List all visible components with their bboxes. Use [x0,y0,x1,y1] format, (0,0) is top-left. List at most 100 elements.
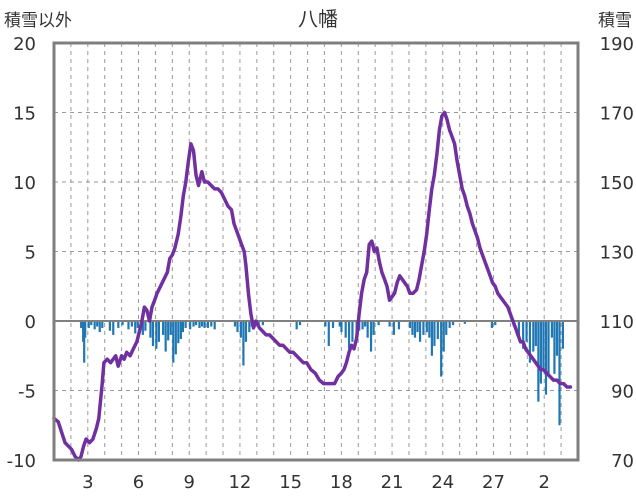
precip-bar [136,321,139,328]
precip-bar [547,321,550,377]
precip-bar [233,321,237,327]
y-tick-label-right: 170 [600,104,634,125]
precip-bar [537,321,540,402]
precip-bar [361,321,364,330]
precip-bar [369,321,373,352]
y-tick-label-left: 0 [25,312,36,333]
precip-bar [83,321,86,363]
precip-bar [364,321,367,327]
x-tick-label: 15 [279,472,302,493]
precip-bar [96,321,99,327]
precip-bar [157,321,160,342]
precip-bar [433,321,436,347]
y-axis-label-right: 積雪 [598,11,632,31]
bar-series [80,321,564,426]
precip-bar [428,321,431,338]
precip-bar [422,321,425,335]
precip-bar [528,321,532,363]
precip-bar [331,321,335,328]
precip-bar [558,321,561,426]
precip-bar [413,321,417,338]
precip-bar [340,321,343,333]
plot-frame [52,41,580,462]
x-tick-label: 2 [538,472,549,493]
precip-bar [151,321,155,347]
precip-bar [127,321,130,330]
snow-depth-line [52,110,573,462]
x-tick-label: 24 [431,472,454,493]
precip-bar [534,321,537,347]
precip-bar [121,321,124,326]
precip-bar [372,321,375,335]
precip-bar [542,321,545,370]
precip-bar [539,321,543,384]
precip-bar [239,321,242,338]
precip-bar [200,321,204,327]
x-tick-label: 12 [228,472,251,493]
precip-bar [206,321,210,328]
precip-bar [98,321,101,333]
x-tick-label: 21 [381,472,404,493]
precip-bar [84,321,87,338]
precip-bar [344,321,347,338]
chart-title: 八幡 [298,7,338,31]
precip-bar [261,321,264,326]
precip-bar [517,321,521,338]
precip-bar [130,321,133,327]
precip-bar [544,321,548,395]
precip-bar [347,321,351,349]
precip-bar [555,321,559,356]
precip-bar [108,321,111,331]
precip-bar [392,321,395,335]
precip-bar [295,321,298,330]
precip-bar [532,321,535,352]
precip-bar [141,321,144,335]
precip-bar [561,321,564,349]
precip-bar [324,321,327,327]
y-tick-label-left: -5 [18,382,36,403]
x-tick-label: 9 [183,472,194,493]
precip-bar [430,321,433,356]
precip-bar [149,321,152,338]
precip-bar [169,321,172,335]
precip-bar [351,321,354,342]
precip-bar [553,321,556,374]
snow-depth-series [52,110,573,462]
y-tick-label-left: 10 [13,173,36,194]
precip-bar [327,321,330,347]
precip-bar [117,321,120,328]
y-tick-label-right: 90 [611,382,634,403]
x-tick-label: 27 [482,472,505,493]
precip-bar [416,321,419,333]
precip-bar [101,321,104,328]
precip-bar [162,321,165,335]
precip-bar [134,321,137,334]
precip-bar [189,321,192,330]
precip-bar [87,321,90,328]
precip-bar [522,321,525,349]
precip-bar [177,321,180,344]
y-tick-label-right: 150 [600,173,634,194]
precip-bar [490,321,493,328]
precip-bar [179,321,182,340]
precip-bar [338,321,341,327]
precip-bar [236,321,239,333]
y-tick-label-left: 20 [13,34,36,55]
precip-bar [181,321,185,333]
precip-bar [440,321,443,377]
precip-bar [144,321,147,331]
y-axis-label-left: 積雪以外 [4,11,72,31]
precip-bar [213,321,216,330]
precip-bar [525,321,528,342]
y-tick-label-right: 130 [600,243,634,264]
y-tick-label-right: 110 [600,312,634,333]
precip-bar [80,321,83,328]
precip-bar [388,321,391,327]
y-tick-label-left: 5 [25,243,36,264]
x-axis: 3 6 9 12 15 18 21 24 27 2 [82,472,550,493]
precip-bar [112,321,115,335]
precip-bar [418,321,422,342]
precip-bar [242,321,245,366]
x-tick-label: 18 [330,472,353,493]
